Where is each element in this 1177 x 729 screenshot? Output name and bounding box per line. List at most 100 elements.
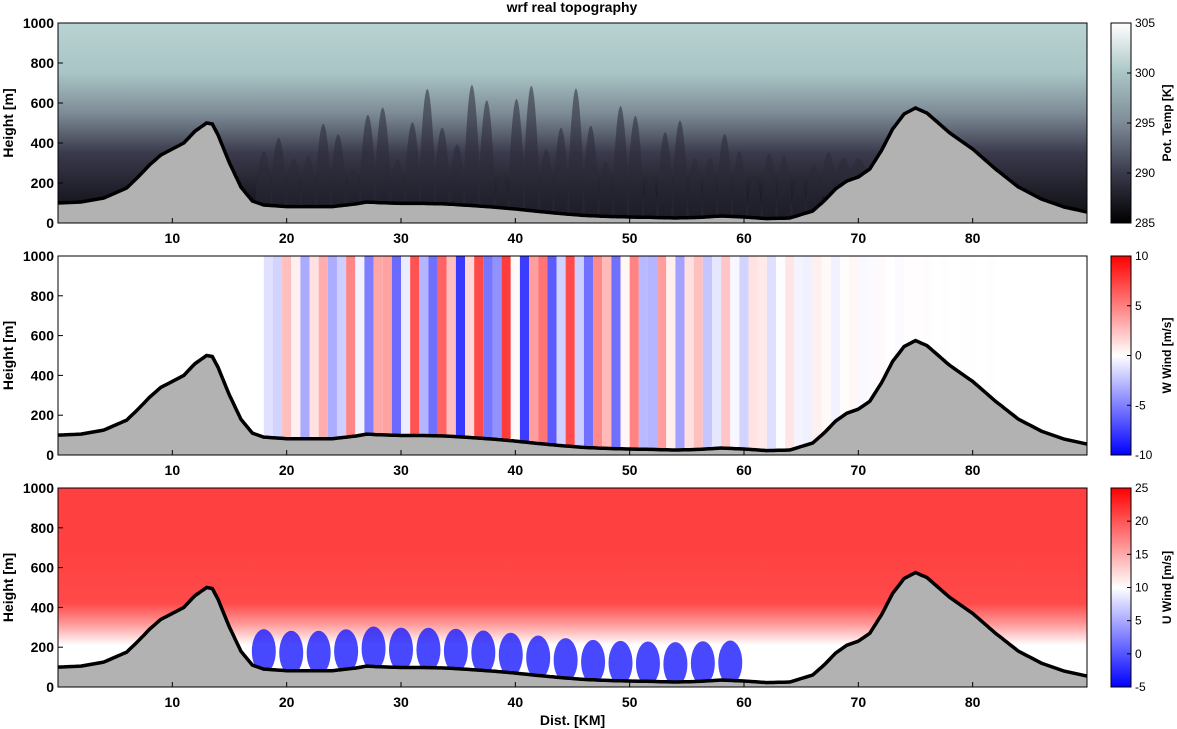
w-stripe <box>1041 256 1051 455</box>
terrain-fill <box>58 340 1087 455</box>
theta-plume <box>789 177 808 216</box>
plot-frame <box>57 487 1088 688</box>
w-stripe <box>602 256 612 455</box>
w-stripe <box>657 256 667 455</box>
w-stripe <box>867 256 877 455</box>
w-stripe <box>1068 256 1078 455</box>
w-stripe <box>428 256 438 455</box>
y-tick-label: 600 <box>31 328 55 344</box>
theta-plume <box>388 159 407 204</box>
colorbar-tick-label: 290 <box>1135 166 1155 180</box>
w-stripe <box>940 256 950 455</box>
x-tick-label: 20 <box>279 230 295 246</box>
y-tick-label: 600 <box>31 560 55 576</box>
theta-plume <box>403 122 422 204</box>
x-tick-label: 40 <box>508 462 524 478</box>
theta-plume <box>462 84 481 206</box>
w-stripe <box>721 256 731 455</box>
w-stripe <box>336 256 347 455</box>
w-stripe <box>766 256 777 455</box>
x-tick-label: 80 <box>965 230 981 246</box>
w-stripe <box>538 256 548 455</box>
w-stripe <box>1013 256 1023 455</box>
u-reversed-flow <box>663 642 688 687</box>
theta-plume <box>834 157 853 184</box>
theta-plume <box>760 153 779 219</box>
w-stripe <box>794 256 804 455</box>
u-reversed-flow <box>498 632 523 677</box>
theta-plume <box>745 178 764 218</box>
theta-plume <box>626 115 645 218</box>
panel-1: 10 20 30 40 50 60 70 8002004006008001000Height … <box>0 15 1174 246</box>
theta-plume <box>433 127 452 204</box>
theta-plume <box>715 134 734 217</box>
w-stripe <box>593 256 603 455</box>
u-reversed-flow <box>471 630 496 675</box>
theta-plume <box>373 107 392 203</box>
colorbar-label: Pot. Temp [K] <box>1160 84 1174 161</box>
w-stripe <box>519 256 530 455</box>
y-axis-label: Height [m] <box>0 88 16 157</box>
theta-plume <box>775 155 794 219</box>
w-stripe <box>968 256 978 455</box>
colorbar-tick-label: -5 <box>1135 680 1146 694</box>
y-tick-label: 200 <box>31 175 55 191</box>
x-tick-label: 70 <box>851 230 867 246</box>
y-tick-label: 200 <box>31 407 55 423</box>
y-tick-label: 1000 <box>23 15 54 31</box>
x-tick-label: 60 <box>736 462 752 478</box>
u-reversed-flow <box>306 630 331 675</box>
theta-plume <box>804 164 823 210</box>
w-stripe <box>702 256 712 455</box>
y-tick-label: 200 <box>31 639 55 655</box>
w-stripe <box>419 256 429 455</box>
w-stripe <box>501 256 511 455</box>
w-stripe <box>958 256 969 455</box>
colorbar-label: U Wind [m/s] <box>1160 551 1174 624</box>
w-stripe <box>693 256 703 455</box>
w-stripe <box>282 256 292 455</box>
field-1 <box>58 23 1087 223</box>
x-tick-label: 10 <box>165 694 181 710</box>
theta-plume <box>492 178 511 208</box>
x-tick-label: 50 <box>622 462 638 478</box>
w-stripe <box>620 256 630 455</box>
colorbar-tick-label: -5 <box>1135 398 1146 412</box>
w-stripe <box>300 256 310 455</box>
x-tick-label: 80 <box>965 694 981 710</box>
theta-plume <box>299 155 318 207</box>
theta-plume <box>448 144 467 205</box>
x-tick-label: 30 <box>393 462 409 478</box>
theta-plume <box>552 127 571 214</box>
w-stripe <box>849 256 859 455</box>
theta-plume <box>670 120 689 218</box>
x-tick-label: 60 <box>736 230 752 246</box>
panel-2: 10 20 30 40 50 60 70 8002004006008001000Height … <box>0 248 1174 478</box>
u-reversed-flow <box>553 638 578 683</box>
w-stripe <box>803 256 813 455</box>
w-stripe <box>629 256 639 455</box>
theta-plume <box>656 132 675 218</box>
w-stripe <box>885 256 895 455</box>
w-stripe <box>647 256 658 455</box>
field-3 <box>58 488 1087 687</box>
w-stripe <box>474 256 484 455</box>
theta-plume <box>329 134 348 206</box>
u-reversed-flow <box>608 640 633 685</box>
theta-plume <box>611 106 630 217</box>
x-tick-label: 30 <box>393 230 409 246</box>
w-stripe <box>1004 256 1014 455</box>
field-2 <box>58 256 1087 455</box>
w-stripe <box>364 256 374 455</box>
w-stripe <box>446 256 456 455</box>
y-tick-label: 0 <box>46 215 54 231</box>
x-tick-label: 70 <box>851 462 867 478</box>
w-stripe <box>263 256 273 455</box>
w-stripe <box>730 256 740 455</box>
w-stripe <box>382 256 392 455</box>
theta-plume <box>507 99 526 210</box>
colorbar-tick-label: 10 <box>1135 249 1149 263</box>
figure-title: wrf real topography <box>506 0 638 15</box>
colorbar-tick-label: 295 <box>1135 116 1155 130</box>
w-stripe <box>675 256 685 455</box>
